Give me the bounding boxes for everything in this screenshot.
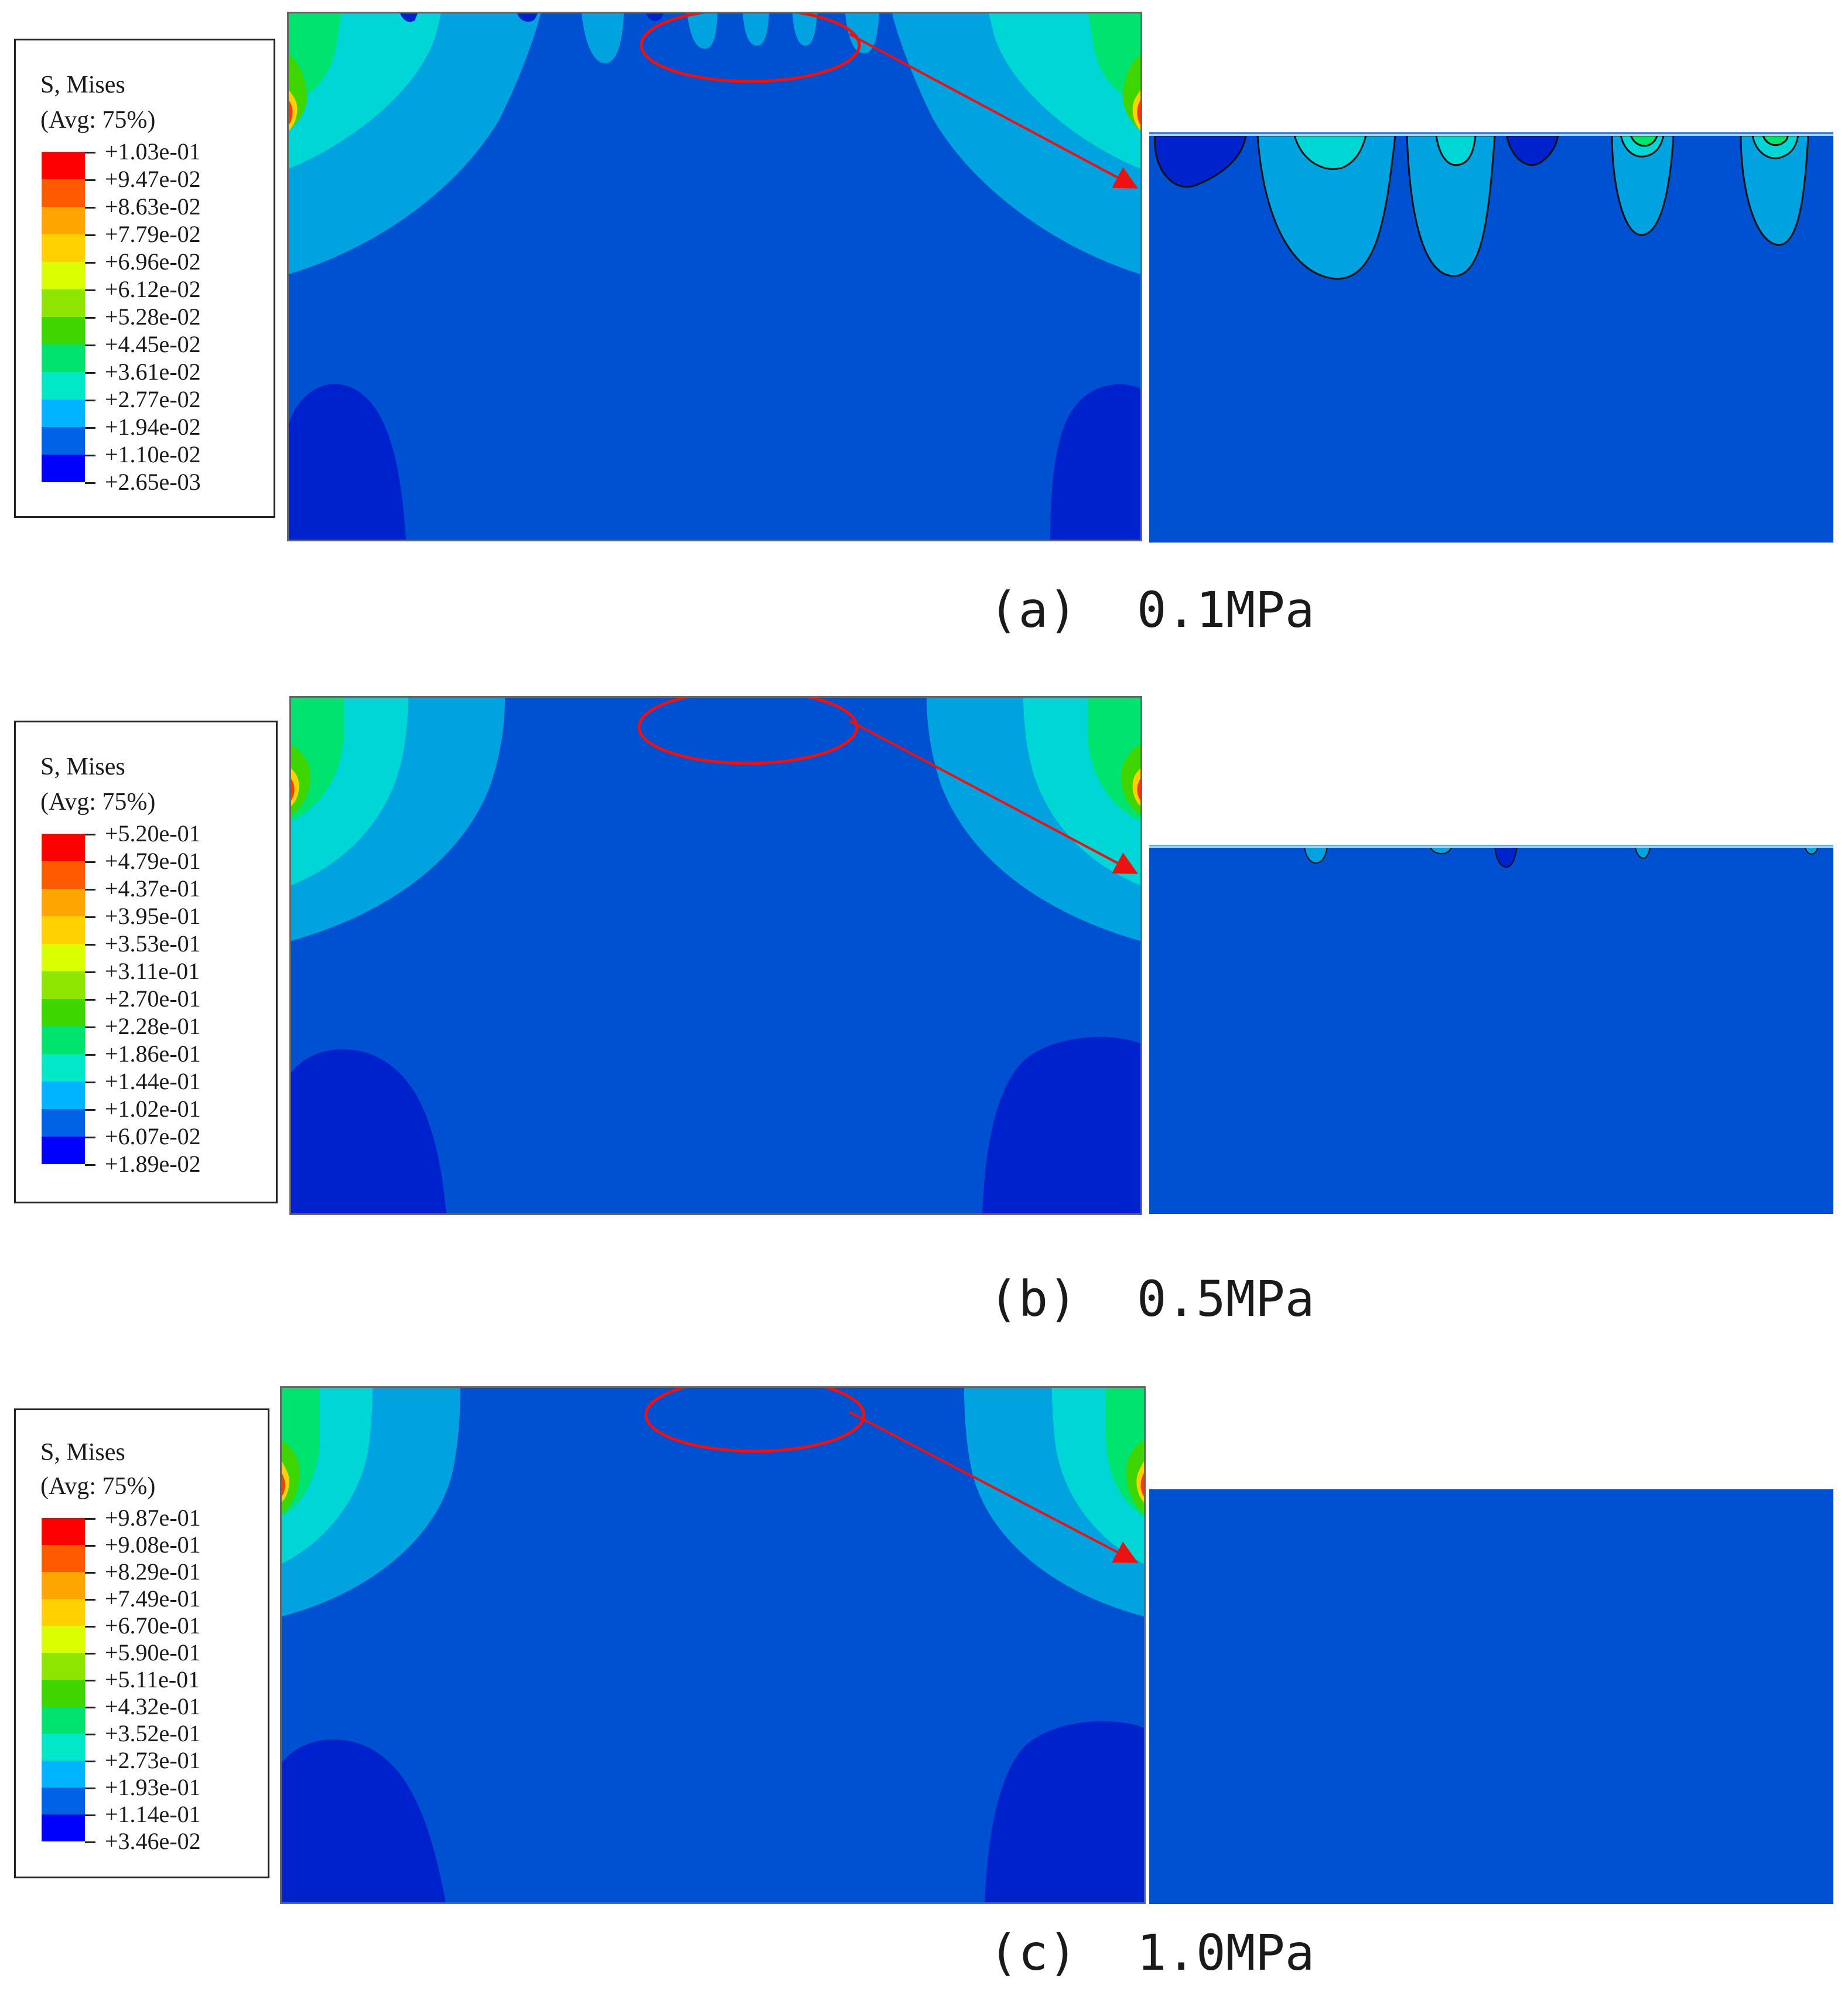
legend-color-bar — [42, 152, 85, 482]
legend-value: +8.29e-01 — [105, 1558, 201, 1585]
legend-value: +8.63e-02 — [105, 193, 201, 220]
zoom-contour-field — [1149, 845, 1833, 1214]
legend-c: S, Mises (Avg: 75%) +9.87e-01 +9.08e-01 … — [14, 1408, 269, 1878]
zoom-view-a — [1149, 132, 1833, 543]
legend-value: +4.45e-02 — [105, 331, 201, 357]
legend-value: +1.14e-01 — [105, 1801, 201, 1827]
legend-value: +1.02e-01 — [105, 1096, 201, 1122]
legend-value: +1.94e-02 — [105, 414, 201, 440]
legend-value: +7.49e-01 — [105, 1585, 201, 1612]
legend-b: S, Mises (Avg: 75%) +5.20e-01 +4.79e-01 … — [14, 721, 278, 1203]
contour-field — [282, 1388, 1144, 1902]
legend-a: S, Mises (Avg: 75%) +1.03e-01 +9.47e-02 … — [14, 39, 275, 518]
legend-value: +3.53e-01 — [105, 930, 201, 957]
legend-value: +2.70e-01 — [105, 985, 201, 1012]
stress-contour-plot-b — [289, 696, 1142, 1215]
legend-value: +2.73e-01 — [105, 1747, 201, 1773]
stress-contour-plot-a — [287, 12, 1142, 541]
caption-c: (c) 1.0MPa — [989, 1924, 1315, 1981]
legend-value: +3.52e-01 — [105, 1720, 201, 1746]
legend-value: +5.28e-02 — [105, 303, 201, 330]
caption-b: (b) 0.5MPa — [989, 1270, 1315, 1328]
legend-value: +1.89e-02 — [105, 1151, 201, 1177]
legend-title: S, Mises — [40, 753, 125, 780]
legend-value: +4.32e-01 — [105, 1693, 201, 1720]
legend-value: +3.46e-02 — [105, 1828, 201, 1854]
legend-value: +5.90e-01 — [105, 1639, 201, 1666]
caption-a: (a) 0.1MPa — [989, 581, 1315, 639]
zoom-contour-field — [1149, 132, 1833, 543]
legend-value: +6.70e-01 — [105, 1612, 201, 1639]
legend-value: +1.10e-02 — [105, 441, 201, 468]
contour-field — [291, 698, 1140, 1213]
legend-value: +2.65e-03 — [105, 469, 201, 495]
panel-b: S, Mises (Avg: 75%) +5.20e-01 +4.79e-01 … — [0, 680, 1848, 1359]
legend-value: +6.07e-02 — [105, 1123, 201, 1149]
panel-c: S, Mises (Avg: 75%) +9.87e-01 +9.08e-01 … — [0, 1371, 1848, 2016]
legend-value: +9.87e-01 — [105, 1505, 201, 1531]
legend-value: +6.96e-02 — [105, 248, 201, 275]
legend-value: +3.95e-01 — [105, 903, 201, 929]
legend-color-bar — [42, 834, 85, 1164]
legend-value: +9.47e-02 — [105, 166, 201, 192]
legend-value: +3.11e-01 — [105, 958, 200, 984]
legend-value: +1.03e-01 — [105, 138, 201, 165]
legend-title: S, Mises — [40, 71, 125, 98]
legend-value: +1.86e-01 — [105, 1041, 201, 1067]
legend-color-bar — [42, 1518, 85, 1841]
zoom-view-c — [1149, 1489, 1833, 1904]
zoom-arrow-c — [849, 1411, 1139, 1563]
zoom-view-b — [1149, 845, 1833, 1214]
legend-value: +5.20e-01 — [105, 820, 201, 847]
stress-contour-plot-c — [280, 1386, 1146, 1904]
legend-value: +1.93e-01 — [105, 1774, 201, 1800]
contour-field — [289, 13, 1140, 540]
legend-value: +5.11e-01 — [105, 1666, 200, 1693]
legend-value: +4.79e-01 — [105, 848, 201, 874]
legend-subtitle: (Avg: 75%) — [40, 107, 156, 134]
legend-value: +1.44e-01 — [105, 1068, 201, 1094]
legend-value: +2.28e-01 — [105, 1013, 201, 1039]
zoom-arrow-a — [849, 33, 1139, 189]
legend-value: +9.08e-01 — [105, 1531, 201, 1558]
zoom-arrow-b — [849, 719, 1139, 874]
zoom-contour-field — [1149, 1489, 1833, 1904]
legend-value: +3.61e-02 — [105, 359, 201, 385]
panel-a: S, Mises (Avg: 75%) +1.03e-01 +9.47e-02 … — [0, 0, 1848, 668]
legend-title: S, Mises — [40, 1439, 125, 1466]
legend-value: +6.12e-02 — [105, 276, 201, 302]
legend-subtitle: (Avg: 75%) — [40, 1473, 156, 1500]
legend-value: +2.77e-02 — [105, 386, 201, 412]
legend-subtitle: (Avg: 75%) — [40, 789, 156, 816]
legend-value: +4.37e-01 — [105, 875, 201, 902]
legend-value: +7.79e-02 — [105, 221, 201, 247]
